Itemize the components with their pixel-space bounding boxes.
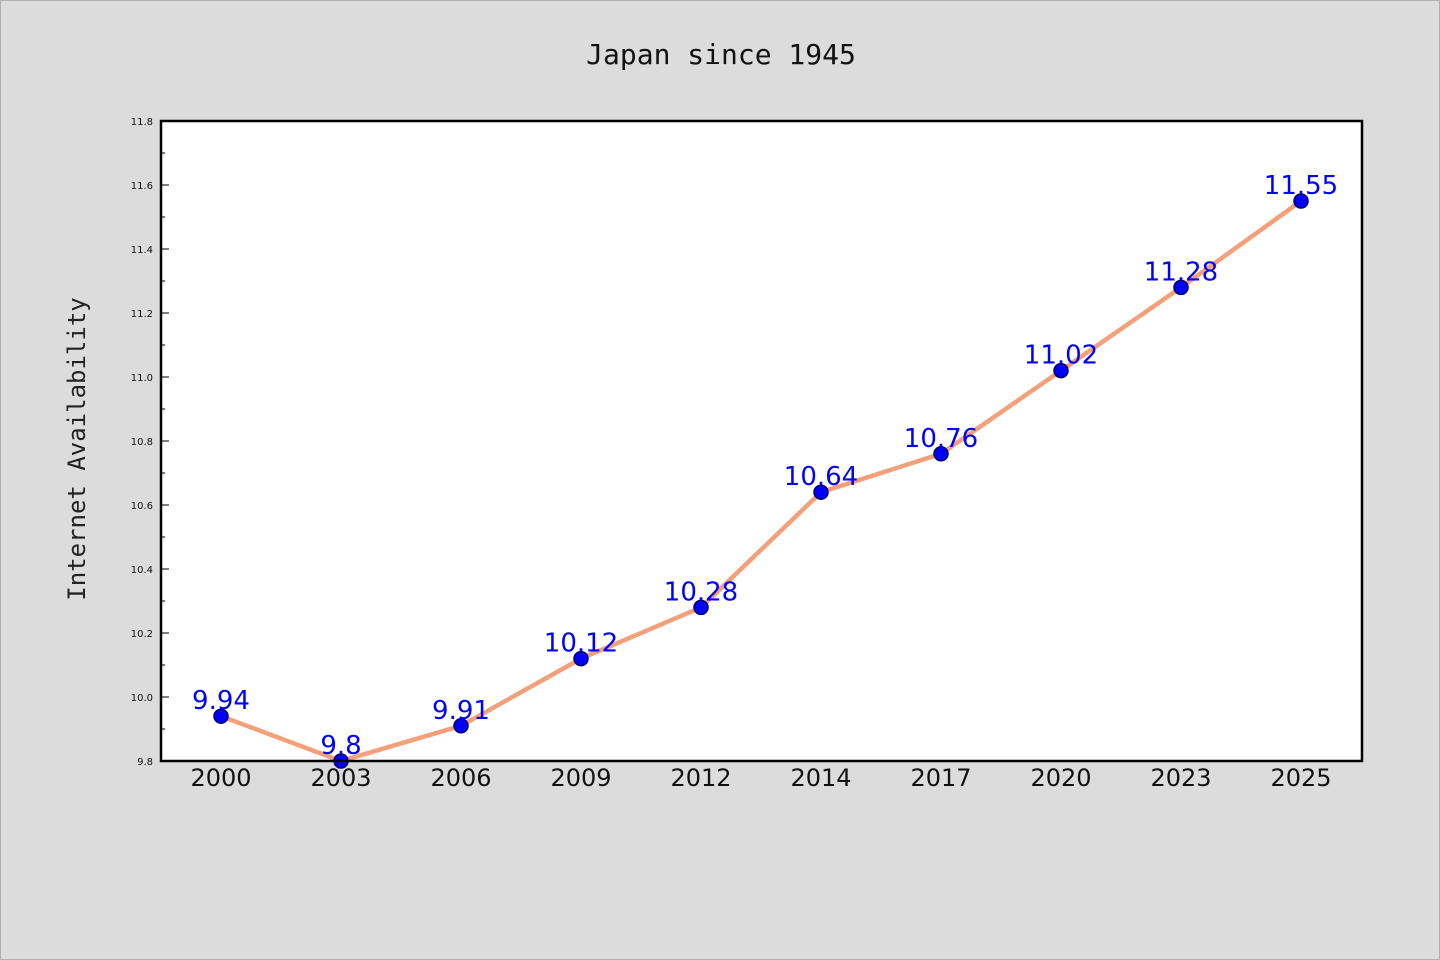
y-axis-label: Internet Availability xyxy=(63,297,91,600)
data-point xyxy=(1053,362,1069,379)
plot-frame xyxy=(159,119,1364,763)
x-tick-label: 2009 xyxy=(550,764,611,792)
data-label: 10.76 xyxy=(904,424,978,454)
data-label: 11.02 xyxy=(1024,341,1098,371)
x-tick-label: 2006 xyxy=(430,764,491,792)
data-point xyxy=(573,650,589,667)
series-layer xyxy=(213,193,1309,769)
x-tick-label: 2023 xyxy=(1150,764,1211,792)
data-point xyxy=(1173,279,1189,296)
y-axis-ticks: 9.8 10.0 10.2 10.4 10.6 10.8 11.0 11.2 11.4 11.6 1… xyxy=(131,117,169,768)
y-tick-label: 11.0 xyxy=(131,373,153,384)
x-axis-ticks: 2000 2003 2006 2009 2012 2014 2017 2020 2023 2025 xyxy=(190,764,1331,792)
data-label: 11.55 xyxy=(1264,171,1338,201)
data-point xyxy=(693,599,709,616)
data-point xyxy=(1293,193,1309,209)
y-tick-label: 10.2 xyxy=(131,629,153,640)
x-tick-label: 2000 xyxy=(190,764,251,792)
data-label: 10.12 xyxy=(544,629,618,659)
data-label: 9.94 xyxy=(192,686,250,716)
x-tick-label: 2025 xyxy=(1270,764,1331,792)
data-label: 9.91 xyxy=(432,696,490,726)
data-label: 11.28 xyxy=(1144,257,1218,287)
series-line xyxy=(218,198,1304,764)
x-tick-label: 2012 xyxy=(670,764,731,792)
y-tick-label: 11.6 xyxy=(131,181,153,192)
y-tick-label: 10.4 xyxy=(131,565,153,576)
y-tick-label: 10.6 xyxy=(131,501,153,512)
plot-area xyxy=(161,121,1362,761)
data-point xyxy=(813,484,829,500)
x-tick-label: 2014 xyxy=(790,764,851,792)
data-label: 10.64 xyxy=(784,462,858,492)
data-label: 10.28 xyxy=(664,577,738,607)
y-tick-label: 11.2 xyxy=(131,309,153,320)
chart-title: Japan since 1945 xyxy=(586,38,856,71)
data-point xyxy=(453,718,469,734)
data-point xyxy=(933,446,949,462)
y-tick-label: 11.8 xyxy=(131,117,153,128)
y-tick-label: 11.4 xyxy=(131,245,153,256)
data-labels-layer: 9.94 9.8 9.91 10.12 10.28 10.64 10.76 11.02 11.2… xyxy=(192,171,1338,761)
data-point xyxy=(213,708,229,724)
y-tick-label: 9.8 xyxy=(137,757,153,768)
x-tick-label: 2017 xyxy=(910,764,971,792)
x-tick-label: 2020 xyxy=(1030,764,1091,792)
y-tick-label: 10.0 xyxy=(131,693,153,704)
data-label: 9.8 xyxy=(320,731,361,761)
y-tick-label: 10.8 xyxy=(131,437,153,448)
